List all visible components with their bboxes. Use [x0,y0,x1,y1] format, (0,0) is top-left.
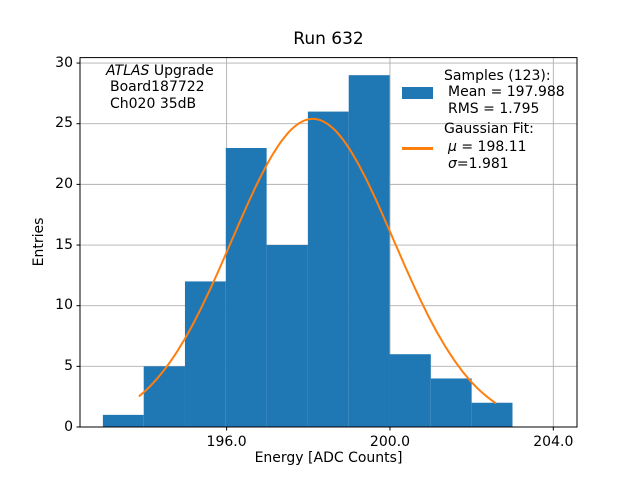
histogram-bar [143,366,185,427]
plot-border [79,57,578,428]
y-tick-label: 25 [55,115,73,132]
x-tick-label: 200.0 [369,434,410,450]
histogram-bar [389,354,431,427]
mu-symbol: μ [448,139,457,155]
mu-value: = 198.11 [456,139,527,155]
y-tick-label: 15 [55,236,73,253]
x-tick-label: 196.0 [206,434,247,450]
histogram-bar [430,378,472,427]
chart-title: Run 632 [293,29,364,49]
gaussian-fit-curve [138,117,497,404]
legend-gaussian-fit-header: Gaussian Fit: [444,121,534,137]
annotation-atlas-italic: ATLAS [106,63,150,79]
y-tick-label: 30 [55,54,73,71]
histogram-bar [307,111,349,427]
legend-sigma-value: σ=1.981 [448,156,509,173]
annotation-board: Board187722 [110,79,205,95]
histogram-bar [266,245,308,427]
x-tick-label: 204.0 [533,434,574,450]
sigma-value: =1.981 [456,156,509,172]
legend-mu-value: μ = 198.11 [448,139,527,156]
y-tick-label: 0 [64,418,73,435]
annotation-upgrade: Upgrade [149,63,214,79]
y-tick-label: 5 [64,357,73,374]
histogram-bar [102,414,144,427]
histogram-bar [225,147,267,428]
legend-fit-line-swatch [402,147,433,150]
y-tick-label: 10 [55,297,73,314]
legend-rms-value: RMS = 1.795 [448,101,540,117]
sigma-symbol: σ [448,156,457,172]
x-axis-label: Energy [ADC Counts] [254,450,403,466]
annotation-atlas-upgrade: ATLAS Upgrade [106,63,214,80]
annotation-channel: Ch020 35dB [110,96,197,112]
histogram-bar [471,402,513,427]
y-tick-label: 20 [55,175,73,192]
legend-mean-value: Mean = 197.988 [448,84,565,100]
histogram-bar [348,75,390,427]
histogram-bar [184,281,226,427]
legend-histogram-swatch [402,87,433,99]
legend-samples-header: Samples (123): [444,68,551,84]
